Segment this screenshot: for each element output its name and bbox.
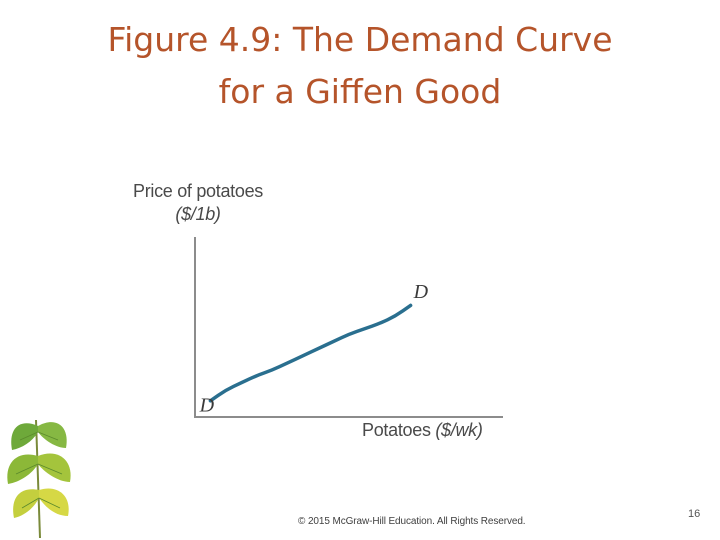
- curve-label-d-0: D: [199, 395, 215, 417]
- title-line-2: for a Giffen Good: [218, 72, 502, 111]
- series-layer: [208, 303, 413, 403]
- page-number: 16: [688, 508, 701, 520]
- ginkgo-leaf-decoration: [7, 419, 71, 539]
- demand-curve-line-0: [208, 303, 413, 403]
- slide-title: Figure 4.9: The Demand Curve for a Giffe…: [60, 14, 660, 118]
- x-axis-label: Potatoes ($/wk): [362, 420, 483, 441]
- y-axis-unit: ($/1b): [175, 204, 221, 224]
- y-axis-title: Price of potatoes: [133, 181, 263, 201]
- x-axis-title: Potatoes: [362, 420, 431, 440]
- title-line-1: Figure 4.9: The Demand Curve: [107, 20, 613, 59]
- y-axis-label: Price of potatoes ($/1b): [108, 180, 288, 226]
- x-axis-unit: ($/wk): [435, 420, 483, 440]
- curve-label-d-1: D: [413, 281, 429, 303]
- copyright-footer: © 2015 McGraw-Hill Education. All Rights…: [298, 516, 526, 527]
- annotation-layer: DD: [199, 281, 429, 416]
